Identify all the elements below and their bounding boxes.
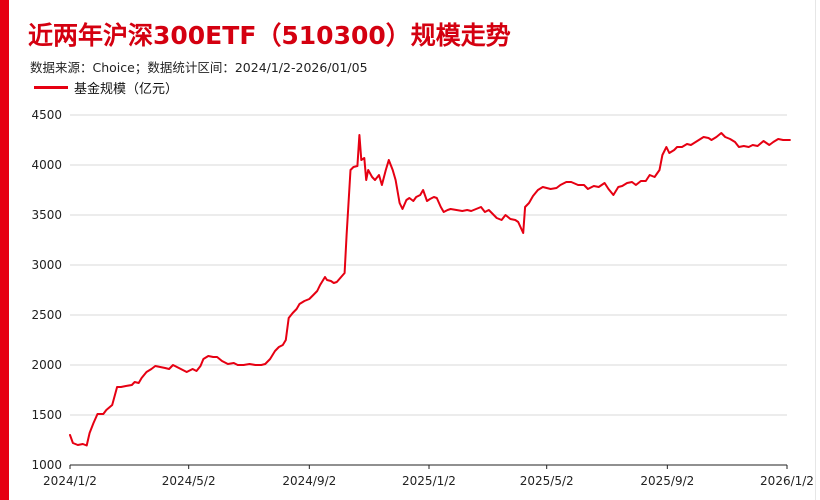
x-tick-label: 2025/5/2 (520, 474, 574, 488)
legend-line-swatch (34, 86, 68, 89)
data-source-subtitle: 数据来源：Choice；数据统计区间：2024/1/2-2026/01/05 (30, 60, 368, 75)
legend-label: 基金规模（亿元） (74, 82, 179, 97)
x-tick-label: 2025/1/2 (402, 474, 456, 488)
x-tick-label: 2026/1/2 (760, 474, 814, 488)
y-tick-label: 3500 (31, 208, 62, 222)
x-tick-label: 2024/1/2 (43, 474, 97, 488)
x-tick-label: 2024/9/2 (282, 474, 336, 488)
x-tick-label: 2025/9/2 (640, 474, 694, 488)
right-border-line (815, 0, 816, 500)
left-accent-bar (0, 0, 9, 500)
series-line-fund-size (69, 132, 791, 447)
y-tick-label: 3000 (31, 258, 62, 272)
page-title: 近两年沪深300ETF（510300）规模走势 (28, 21, 511, 50)
y-tick-label: 1000 (31, 458, 62, 472)
y-tick-label: 4500 (31, 108, 62, 122)
y-tick-label: 2000 (31, 358, 62, 372)
y-tick-label: 2500 (31, 308, 62, 322)
y-tick-label: 4000 (31, 158, 62, 172)
chart-legend: 基金规模（亿元） (34, 78, 178, 97)
y-tick-label: 1500 (31, 408, 62, 422)
x-tick-label: 2024/5/2 (162, 474, 216, 488)
